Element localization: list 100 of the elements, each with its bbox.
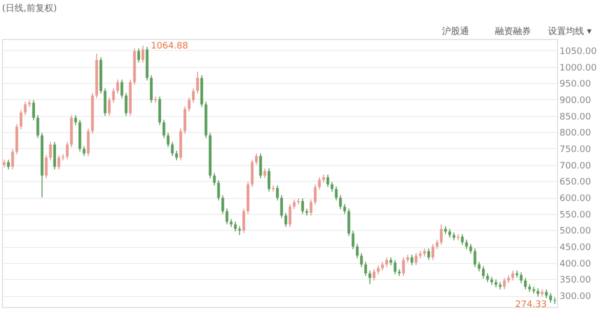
candlestick <box>440 224 443 246</box>
candlestick <box>310 198 312 216</box>
candlestick <box>226 208 228 225</box>
candlestick <box>356 243 359 259</box>
y-tick-label: 300.00 <box>560 292 592 302</box>
candlestick <box>372 268 376 282</box>
candlestick <box>432 243 434 260</box>
candlestick <box>32 100 35 121</box>
candlestick <box>184 106 186 134</box>
candlestick <box>347 208 350 237</box>
candlestick <box>112 88 115 104</box>
candlestick <box>330 181 334 192</box>
candlestick <box>36 114 40 139</box>
y-tick-label: 450.00 <box>560 243 592 254</box>
candlestick <box>158 96 162 126</box>
candlestick <box>82 146 86 157</box>
candlestick <box>339 194 342 210</box>
candlestick <box>410 254 414 266</box>
y-tick-label: 400.00 <box>560 259 592 270</box>
candlestick <box>137 48 140 64</box>
candlestick <box>520 272 523 284</box>
candlestick <box>511 270 514 282</box>
candlestick <box>301 198 304 214</box>
text: 设置均线 ▾ <box>548 26 592 37</box>
candlestick <box>465 239 468 250</box>
candlestick <box>402 256 405 276</box>
candlestick <box>549 292 552 304</box>
y-tick-label: 600.00 <box>560 194 592 204</box>
candlestick <box>74 114 78 126</box>
candlestick <box>474 248 476 268</box>
candlestick <box>162 119 166 139</box>
candlestick <box>360 252 363 268</box>
candlestick <box>175 150 178 161</box>
candlestick <box>20 109 22 130</box>
candlestick <box>292 198 296 210</box>
candlestick <box>394 259 396 275</box>
candlestick <box>217 180 220 201</box>
y-tick-label: 550.00 <box>560 210 592 220</box>
candlestick <box>280 194 283 219</box>
candlestick <box>478 261 481 272</box>
candlestick <box>196 71 199 94</box>
candlestick <box>124 92 128 116</box>
text: 沪股通 <box>442 26 469 37</box>
candlestick <box>352 230 354 250</box>
candlestick <box>166 132 170 148</box>
y-tick-label: 1000.00 <box>560 63 597 74</box>
candlestick <box>242 208 246 234</box>
y-tick-label: 1050.00 <box>560 46 597 57</box>
y-tick-label: 500.00 <box>560 226 592 237</box>
candlestick <box>116 79 120 94</box>
candlestick <box>142 45 144 64</box>
candlestick <box>192 88 195 104</box>
annotation: 274.33 <box>515 300 547 310</box>
candlestick <box>234 221 237 232</box>
candlestick <box>259 152 262 179</box>
candlestick <box>53 141 56 170</box>
y-tick-label: 700.00 <box>560 161 592 172</box>
candlestick <box>288 204 292 228</box>
candlestick <box>188 97 190 112</box>
candlestick <box>427 248 430 260</box>
candlestick <box>170 141 174 157</box>
y-tick-label: 850.00 <box>560 112 592 122</box>
y-tick-label: 800.00 <box>560 128 592 139</box>
candlestick <box>343 204 346 214</box>
candlestick <box>414 252 418 266</box>
candlestick <box>368 270 372 285</box>
candlestick <box>44 154 48 179</box>
candlestick <box>276 184 279 201</box>
y-tick-label: 750.00 <box>560 144 592 155</box>
candlestick <box>150 74 153 104</box>
candlestick <box>11 148 14 170</box>
y-tick-label: 650.00 <box>560 178 592 188</box>
candlestick <box>364 261 368 276</box>
candlestick <box>49 141 52 161</box>
text: 融资融券 <box>495 26 532 37</box>
candlestick <box>460 234 464 246</box>
candlestick <box>469 243 472 254</box>
candlestick <box>268 168 270 192</box>
candlestick <box>24 101 27 116</box>
y-tick-label: 350.00 <box>560 276 592 286</box>
candlestick <box>108 97 111 116</box>
y-tick-label: 900.00 <box>560 96 592 106</box>
candlestick <box>86 128 90 157</box>
candlestick <box>326 174 330 188</box>
candlestick <box>314 184 317 206</box>
candlestick <box>250 159 254 188</box>
candlestick <box>284 212 288 228</box>
candlestick <box>385 256 388 268</box>
chart-title: (日线,前复权) <box>2 3 57 14</box>
candlestick <box>66 141 69 160</box>
candlestick <box>263 168 266 179</box>
candlestick <box>57 154 60 170</box>
candlestick <box>436 239 438 250</box>
candlestick <box>318 176 321 190</box>
candlestick <box>7 159 10 170</box>
candlestick <box>120 79 124 99</box>
candlestick <box>104 88 106 116</box>
candlestick <box>212 172 216 186</box>
y-tick-label: 950.00 <box>560 80 592 90</box>
annotation: 1064.88 <box>150 42 188 52</box>
